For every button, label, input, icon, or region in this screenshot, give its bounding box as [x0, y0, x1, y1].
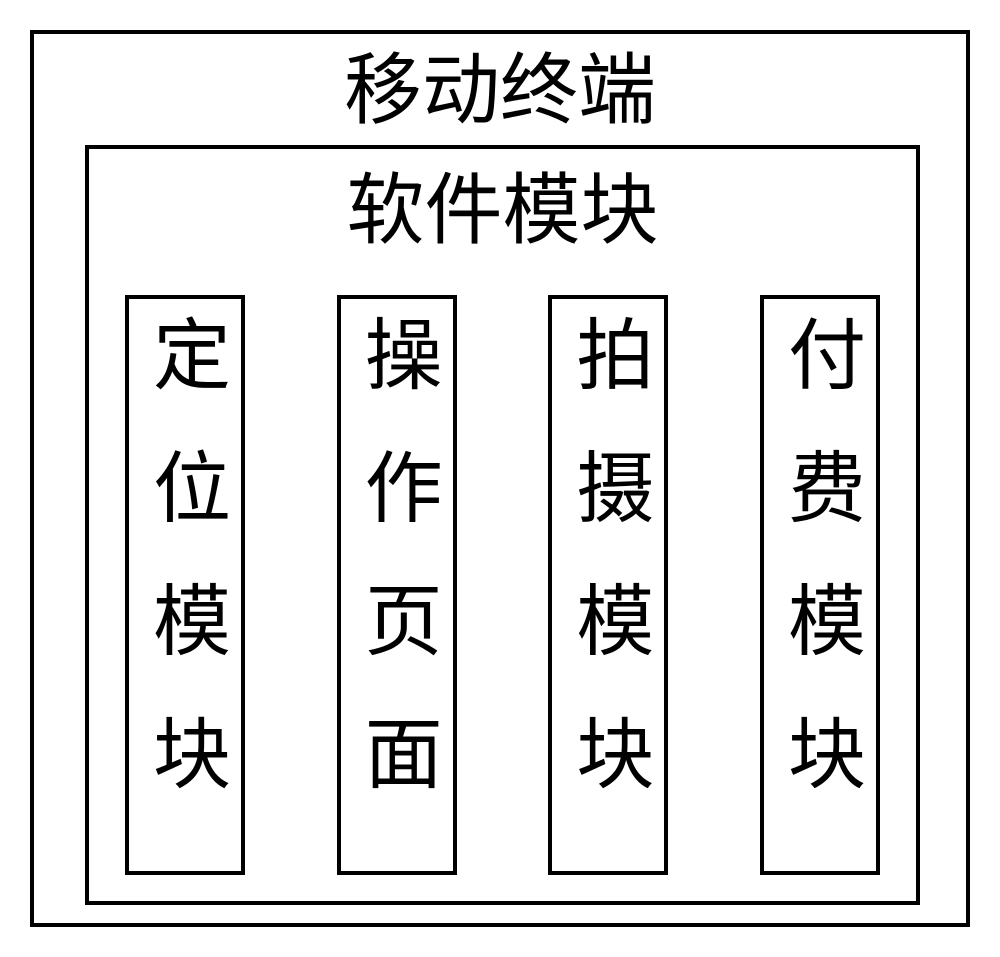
capture-module: 拍摄模块: [548, 295, 668, 875]
capture-module-label: 拍摄模块: [569, 314, 647, 846]
operation-page: 操作页面: [337, 295, 457, 875]
outer-title: 移动终端: [34, 34, 966, 138]
positioning-module-label: 定位模块: [146, 314, 224, 846]
positioning-module: 定位模块: [125, 295, 245, 875]
inner-title: 软件模块: [89, 149, 916, 258]
modules-row: 定位模块 操作页面 拍摄模块 付费模块: [125, 295, 880, 875]
payment-module: 付费模块: [760, 295, 880, 875]
payment-module-label: 付费模块: [781, 314, 859, 846]
operation-page-label: 操作页面: [358, 314, 436, 846]
